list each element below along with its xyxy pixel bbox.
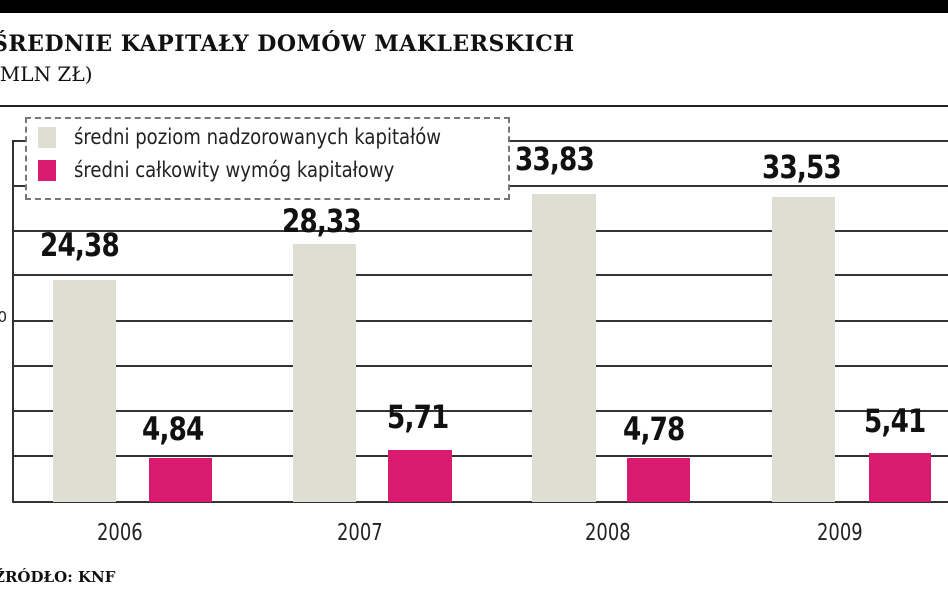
legend-label-capital: średni poziom nadzorowanych kapitałów bbox=[74, 125, 442, 149]
chart-unit: (MLN ZŁ) bbox=[0, 62, 93, 86]
bar-requirement-2008 bbox=[627, 458, 690, 502]
baseline bbox=[12, 501, 948, 503]
gridline-30 bbox=[12, 230, 948, 232]
value-capital-2008: 33,83 bbox=[515, 140, 595, 178]
value-capital-2006: 24,38 bbox=[40, 226, 120, 264]
value-requirement-2006: 4,84 bbox=[142, 410, 204, 448]
bar-capital-2006 bbox=[53, 280, 116, 502]
gridline-20 bbox=[12, 320, 948, 322]
value-requirement-2008: 4,78 bbox=[623, 410, 685, 448]
legend: średni poziom nadzorowanych kapitałów śr… bbox=[25, 117, 510, 200]
chart-title: ŚREDNIE KAPITAŁY DOMÓW MAKLERSKICH bbox=[0, 31, 575, 57]
legend-swatch-requirement bbox=[38, 160, 56, 181]
bar-requirement-2009 bbox=[869, 453, 931, 502]
value-requirement-2009: 5,41 bbox=[864, 402, 926, 440]
gridline-15 bbox=[12, 365, 948, 367]
y-tick-label: 20 bbox=[0, 308, 8, 326]
header-rule bbox=[0, 105, 948, 107]
bar-requirement-2006 bbox=[149, 458, 212, 502]
gridline-25 bbox=[12, 274, 948, 276]
value-capital-2009: 33,53 bbox=[762, 148, 842, 186]
bar-requirement-2007 bbox=[388, 450, 452, 502]
bar-capital-2007 bbox=[293, 244, 356, 502]
bar-capital-2009 bbox=[772, 197, 835, 502]
x-label-2006: 2006 bbox=[97, 520, 143, 546]
legend-swatch-capital bbox=[38, 127, 56, 148]
source-note: ŹRÓDŁO: KNF bbox=[0, 568, 116, 586]
top-bar bbox=[0, 0, 948, 13]
x-label-2008: 2008 bbox=[585, 520, 631, 546]
x-label-2009: 2009 bbox=[817, 520, 863, 546]
value-requirement-2007: 5,71 bbox=[387, 398, 449, 436]
x-label-2007: 2007 bbox=[337, 520, 383, 546]
value-capital-2007: 28,33 bbox=[282, 202, 362, 240]
gridline-5 bbox=[12, 455, 948, 457]
gridline-10 bbox=[12, 410, 948, 412]
y-axis bbox=[12, 140, 14, 502]
bar-capital-2008 bbox=[532, 194, 596, 502]
legend-label-requirement: średni całkowity wymóg kapitałowy bbox=[74, 158, 395, 182]
